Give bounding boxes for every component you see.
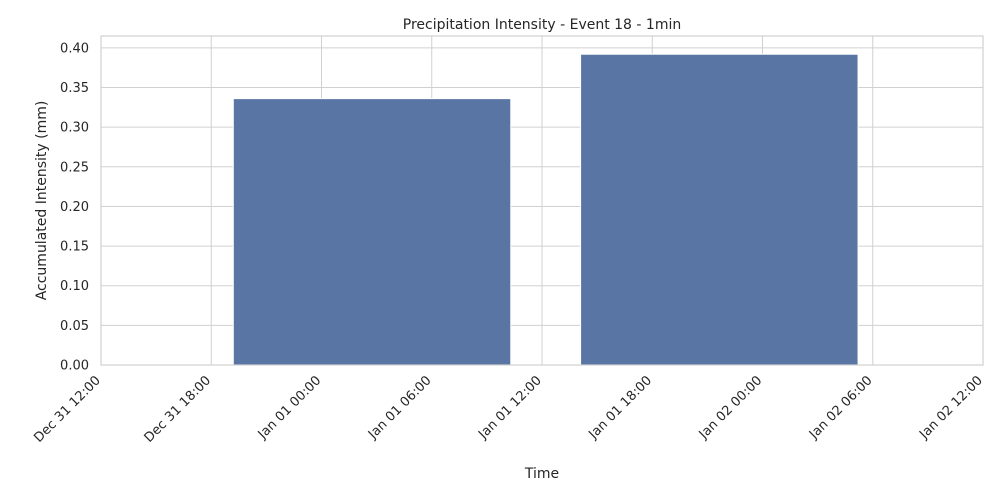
plot-frame bbox=[100, 35, 984, 366]
y-tick-label: 0.30 bbox=[60, 121, 89, 136]
y-axis-label: Accumulated Intensity (mm) bbox=[34, 101, 50, 301]
bar bbox=[232, 98, 512, 366]
x-tick-label: Dec 31 12:00 bbox=[31, 373, 103, 445]
y-tick-label: 0.25 bbox=[60, 160, 89, 175]
x-tick-label: Jan 01 12:00 bbox=[475, 373, 545, 443]
y-tick-label: 0.35 bbox=[60, 81, 89, 96]
x-tick-label: Jan 02 12:00 bbox=[916, 373, 986, 443]
x-tick-label: Dec 31 18:00 bbox=[142, 373, 214, 445]
y-tick-label: 0.40 bbox=[60, 41, 89, 56]
x-tick-label: Jan 02 00:00 bbox=[696, 373, 766, 443]
y-tick-label: 0.00 bbox=[60, 359, 89, 374]
x-tick-labels: Dec 31 12:00 Dec 31 18:00 Jan 01 00:00 Jan … bbox=[31, 373, 985, 445]
x-tick-label: Jan 02 06:00 bbox=[806, 373, 876, 443]
y-tick-labels: 0.00 0.05 0.10 0.15 0.20 0.25 0.30 0.35 0.40 bbox=[60, 41, 89, 373]
y-tick-label: 0.15 bbox=[60, 240, 89, 255]
bars bbox=[232, 53, 859, 366]
x-tick-label: Jan 01 06:00 bbox=[365, 373, 435, 443]
x-tick-label: Jan 01 18:00 bbox=[586, 373, 656, 443]
x-axis-label: Time bbox=[524, 466, 559, 482]
y-tick-label: 0.10 bbox=[60, 279, 89, 294]
y-tick-label: 0.05 bbox=[60, 319, 89, 334]
x-tick-label: Jan 01 00:00 bbox=[255, 373, 325, 443]
y-tick-label: 0.20 bbox=[60, 200, 89, 215]
bar bbox=[580, 53, 859, 366]
chart-title: Precipitation Intensity - Event 18 - 1mi… bbox=[403, 17, 681, 33]
